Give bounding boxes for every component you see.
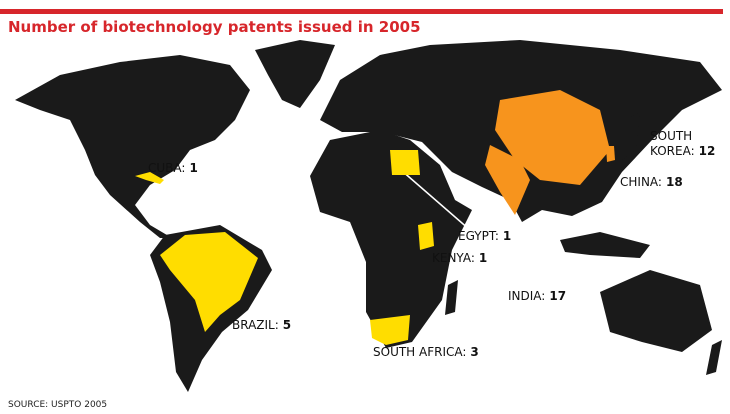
country-shape — [135, 172, 164, 184]
patent-count: 18 — [666, 175, 683, 189]
north-america — [15, 55, 250, 238]
country-name: EGYPT: — [458, 229, 499, 243]
africa — [310, 130, 472, 348]
australia — [600, 270, 712, 352]
patent-count: 3 — [470, 345, 478, 359]
patent-count: 1 — [503, 229, 511, 243]
country-label: INDIA: 17 — [508, 289, 566, 303]
country-label: CUBA: 1 — [148, 161, 198, 175]
indonesia — [560, 232, 650, 258]
country-shape — [160, 232, 258, 332]
source: SOURCE: USPTO 2005 — [8, 400, 107, 410]
country-shape — [418, 222, 434, 250]
patent-count: 12 — [699, 144, 716, 158]
country-name: CHINA: — [620, 175, 662, 189]
patent-count: 1 — [479, 251, 487, 265]
highlighted-countries — [135, 90, 615, 345]
country-name: INDIA: — [508, 289, 545, 303]
country-name: BRAZIL: — [232, 318, 279, 332]
madagascar — [445, 280, 458, 315]
country-label: SOUTH AFRICA: 3 — [373, 345, 479, 359]
new-zealand — [706, 340, 722, 375]
country-name: SOUTH AFRICA: — [373, 345, 466, 359]
country-shape — [485, 145, 530, 215]
patent-count: 5 — [283, 318, 291, 332]
top-rule — [0, 9, 723, 14]
world-map — [15, 40, 722, 392]
country-shape — [370, 315, 410, 345]
greenland — [255, 40, 335, 108]
japan — [622, 112, 640, 160]
patent-count: 1 — [189, 161, 197, 175]
country-name: KOREA: — [650, 144, 695, 158]
country-label: SOUTH KOREA: 12 — [650, 129, 715, 158]
country-label: CHINA: 18 — [620, 175, 683, 189]
country-shape — [390, 150, 420, 175]
country-name: KENYA: — [432, 251, 475, 265]
country-label: EGYPT: 1 — [458, 229, 511, 243]
country-name: SOUTH — [650, 129, 692, 143]
country-name: CUBA: — [148, 161, 185, 175]
country-shape — [495, 90, 610, 185]
egypt-leader — [400, 169, 471, 231]
patent-count: 17 — [549, 289, 566, 303]
country-label: BRAZIL: 5 — [232, 318, 291, 332]
title: Number of biotechnology patents issued i… — [8, 18, 421, 36]
country-label: KENYA: 1 — [432, 251, 487, 265]
